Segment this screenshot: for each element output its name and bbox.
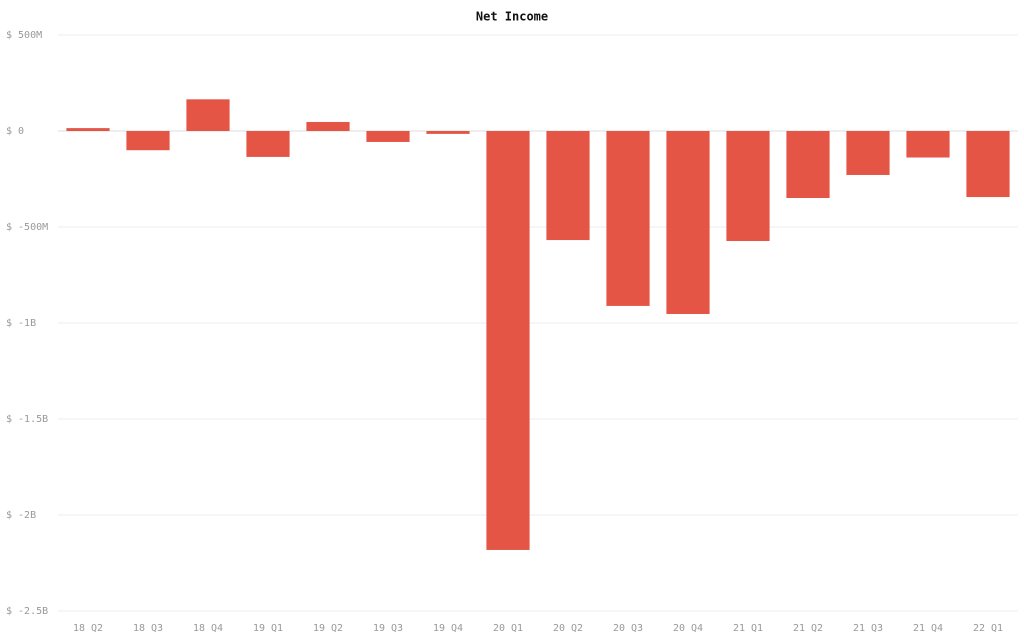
y-tick-label: $ 0	[6, 126, 24, 137]
x-tick-label: 21 Q3	[853, 623, 883, 634]
bar	[126, 131, 170, 151]
x-tick-label: 20 Q2	[553, 623, 583, 634]
x-tick-label: 21 Q2	[793, 623, 823, 634]
x-tick-label: 18 Q2	[73, 623, 103, 634]
bar	[186, 99, 230, 131]
bar	[66, 128, 110, 131]
bar	[726, 131, 770, 242]
x-tick-label: 20 Q1	[493, 623, 523, 634]
x-tick-label: 20 Q3	[613, 623, 643, 634]
x-tick-label: 21 Q4	[913, 623, 943, 634]
x-tick-label: 19 Q3	[373, 623, 403, 634]
x-tick-label: 21 Q1	[733, 623, 763, 634]
bar	[606, 131, 650, 306]
x-tick-label: 19 Q1	[253, 623, 283, 634]
x-tick-label: 18 Q4	[193, 623, 223, 634]
bar	[426, 131, 470, 134]
x-tick-label: 22 Q1	[973, 623, 1003, 634]
bar	[786, 131, 830, 199]
chart-title: Net Income	[476, 10, 548, 24]
bar	[306, 121, 350, 131]
y-tick-label: $ -1B	[6, 318, 36, 329]
x-tick-label: 19 Q4	[433, 623, 463, 634]
y-tick-label: $ -500M	[6, 222, 48, 233]
x-tick-label: 19 Q2	[313, 623, 343, 634]
x-tick-label: 18 Q3	[133, 623, 163, 634]
bar	[486, 131, 530, 550]
y-tick-label: $ -2.5B	[6, 606, 48, 617]
y-tick-label: $ 500M	[6, 30, 42, 41]
bar	[846, 131, 890, 175]
y-tick-label: $ -1.5B	[6, 414, 48, 425]
bar	[906, 131, 950, 158]
y-tick-label: $ -2B	[6, 510, 36, 521]
x-tick-label: 20 Q4	[673, 623, 703, 634]
bar	[246, 131, 290, 157]
bar	[666, 131, 710, 314]
bar	[546, 131, 590, 241]
bar	[366, 131, 410, 142]
bar	[966, 131, 1010, 198]
